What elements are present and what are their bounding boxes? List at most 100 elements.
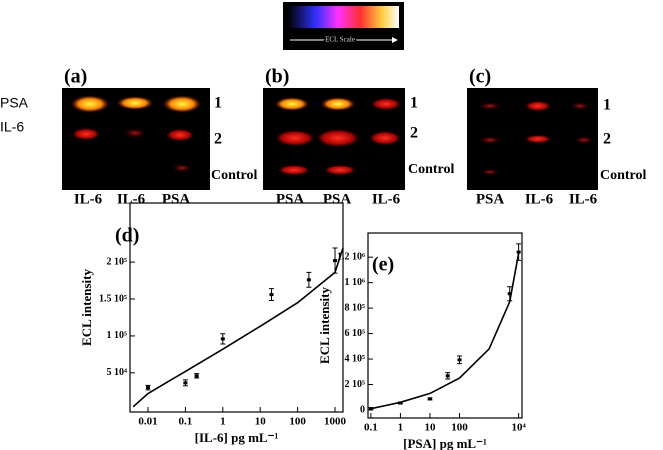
- band: [316, 129, 360, 147]
- row-label: 2: [410, 125, 418, 142]
- gel-panel: (c) PSA IL-6 IL-6 1 2 Control: [467, 66, 647, 207]
- panel-label: (b): [265, 66, 289, 88]
- y-tick-label: 2 10⁵: [345, 379, 366, 390]
- row-label: Control: [600, 168, 647, 183]
- plot-frame: [367, 232, 523, 419]
- lane-label: IL-6: [372, 191, 401, 207]
- point: [269, 293, 274, 297]
- band: [525, 135, 551, 143]
- point: [427, 397, 432, 401]
- scale-arrow-head: [392, 37, 398, 43]
- point: [220, 337, 225, 341]
- point: [516, 250, 521, 254]
- band: [123, 128, 147, 138]
- fit-line: [370, 253, 520, 410]
- band: [116, 96, 154, 110]
- y-axis-label: ECL intensity: [317, 287, 332, 364]
- point: [368, 407, 373, 411]
- y-tick-label: 1 10⁶: [345, 277, 366, 288]
- band: [371, 98, 401, 110]
- gel-panel: (b) PSA PSA IL-6 1 2 Control: [263, 66, 455, 207]
- band: [574, 136, 594, 144]
- x-tick-label: 0.1: [179, 416, 193, 428]
- point: [507, 292, 512, 296]
- x-tick-label: 1000: [324, 416, 347, 428]
- gel-header: [263, 66, 405, 88]
- row-label: 2: [214, 131, 222, 148]
- row-label: 1: [410, 95, 418, 112]
- lane-label: PSA: [162, 191, 191, 207]
- x-tick-label: 100: [289, 416, 306, 428]
- x-axis-label: [PSA] pg mL⁻¹: [403, 436, 487, 450]
- row-label: 1: [214, 95, 222, 112]
- y-tick-label: 1 10⁵: [107, 330, 128, 341]
- band: [278, 165, 310, 175]
- x-tick-label: 0.1: [364, 422, 378, 434]
- y-tick-label: 1.2 10⁶: [337, 251, 365, 262]
- y-tick-label: 4 10⁵: [345, 353, 366, 364]
- band: [166, 129, 194, 141]
- x-tick-label: 0.01: [138, 416, 157, 428]
- lane-label: IL-6: [525, 191, 554, 207]
- x-tick-label: 10⁴: [511, 422, 526, 434]
- lane-label: PSA: [276, 191, 305, 207]
- row-label: Control: [408, 162, 455, 177]
- gel-panel: (a) IL-6 IL-6 PSA 1 2 Control: [62, 66, 258, 207]
- band: [570, 102, 590, 110]
- gel-header: [467, 66, 598, 88]
- y-tick-label: 6 10⁵: [345, 328, 366, 339]
- row-label: IL-6: [0, 119, 24, 135]
- lane-label: PSA: [476, 191, 505, 207]
- band: [320, 97, 356, 111]
- band: [369, 131, 401, 145]
- y-tick-label: 0: [360, 404, 365, 415]
- row-label: 2: [603, 131, 611, 148]
- plot-frame: [129, 202, 344, 413]
- band: [324, 165, 356, 175]
- band: [478, 136, 502, 144]
- band: [162, 95, 202, 113]
- point: [457, 358, 462, 362]
- point: [183, 381, 188, 385]
- band: [525, 101, 551, 111]
- point: [146, 386, 151, 390]
- scale-label: ECL Scale: [325, 36, 355, 44]
- row-label: 1: [603, 97, 611, 114]
- panel-label: (c): [469, 66, 491, 88]
- band: [480, 169, 500, 175]
- lane-label: IL-6: [117, 191, 146, 207]
- point: [306, 278, 311, 282]
- band: [72, 128, 100, 140]
- x-tick-label: 1: [220, 416, 226, 428]
- scale-gradient: [288, 6, 399, 28]
- x-tick-label: 100: [451, 422, 468, 434]
- point: [398, 401, 403, 405]
- band: [172, 164, 192, 172]
- row-label: PSA: [0, 95, 29, 111]
- x-tick-label: 10: [255, 416, 267, 428]
- row-label: Control: [211, 168, 258, 183]
- band: [70, 95, 110, 113]
- band: [275, 130, 315, 146]
- x-axis-label: [IL-6] pg mL⁻¹: [195, 430, 279, 445]
- lane-label: IL-6: [569, 191, 598, 207]
- lane-label: PSA: [323, 191, 352, 207]
- x-tick-label: 10: [424, 422, 436, 434]
- y-axis-label: ECL intensity: [79, 269, 94, 346]
- y-tick-label: 8 10⁵: [345, 302, 366, 313]
- lane-label: IL-6: [74, 191, 103, 207]
- gel-header: [62, 66, 210, 88]
- y-tick-label: 1.5 10⁵: [99, 293, 127, 304]
- panel-label: (a): [64, 66, 87, 88]
- panel-label: (e): [372, 254, 394, 276]
- point: [333, 259, 338, 263]
- panel-label: (d): [115, 225, 139, 247]
- fit-line: [132, 247, 344, 408]
- band: [478, 102, 502, 110]
- y-tick-label: 5 10⁴: [107, 367, 128, 378]
- band: [274, 97, 310, 111]
- x-tick-label: 1: [398, 422, 404, 434]
- y-tick-label: 2 10⁵: [107, 256, 128, 267]
- point: [194, 374, 199, 378]
